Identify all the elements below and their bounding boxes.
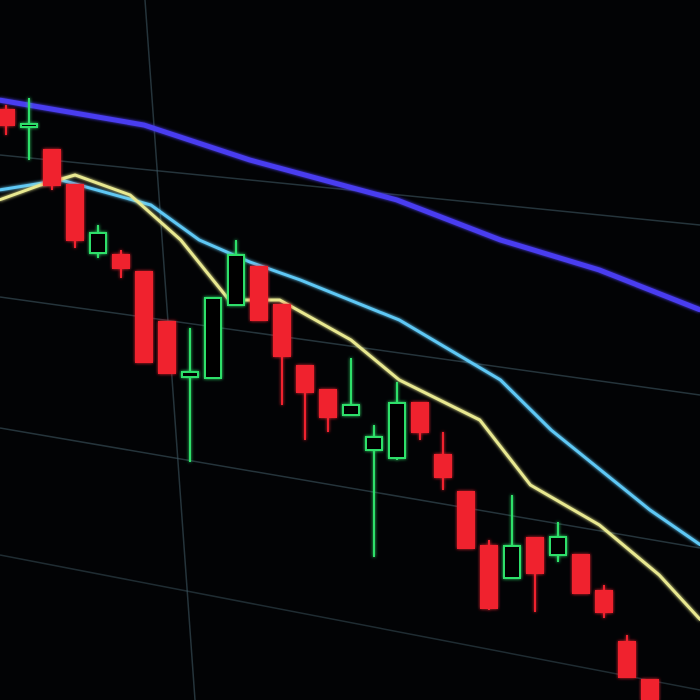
candle-up (388, 382, 406, 460)
candle-body (595, 590, 613, 613)
candle-body (388, 402, 406, 459)
candle-up (204, 297, 222, 379)
candle-down (572, 554, 590, 594)
candle-body (204, 297, 222, 379)
moving-average-line (0, 173, 700, 622)
candle-body (112, 254, 130, 269)
candle-body (365, 436, 383, 451)
candle-up (549, 522, 567, 562)
candle-down (319, 389, 337, 432)
candle-body (618, 641, 636, 678)
candle-down (526, 537, 544, 612)
candle-body (342, 404, 360, 416)
grid-line (0, 427, 700, 549)
candle-body (181, 371, 199, 378)
candle-body (296, 365, 314, 393)
candle-body (89, 232, 107, 254)
candle-body (319, 389, 337, 418)
candle-up (503, 495, 521, 579)
candle-down (618, 635, 636, 678)
candle-up (181, 328, 199, 462)
moving-average-line (0, 97, 700, 313)
grid-line (0, 154, 700, 226)
candle-down (43, 149, 61, 190)
candle-down (411, 402, 429, 440)
candle-body (503, 545, 521, 579)
candle-down (273, 304, 291, 405)
candle-up (365, 425, 383, 557)
candle-down (457, 491, 475, 549)
grid-line (0, 554, 700, 691)
candle-body (158, 321, 176, 374)
candle-body (0, 109, 15, 126)
candle-body (572, 554, 590, 594)
candle-down (112, 250, 130, 278)
candle-up (89, 225, 107, 258)
candle-down (480, 540, 498, 610)
candle-up (20, 98, 38, 160)
candle-down (434, 432, 452, 490)
candle-body (43, 149, 61, 186)
candle-body (641, 679, 659, 700)
candle-down (641, 679, 659, 700)
candle-body (135, 271, 153, 363)
candle-body (480, 545, 498, 609)
candle-body (227, 254, 245, 306)
candle-down (250, 266, 268, 321)
candle-down (595, 585, 613, 618)
candle-body (549, 536, 567, 556)
candle-body (20, 123, 38, 128)
moving-averages (0, 97, 700, 622)
grid-line (0, 296, 700, 396)
candle-up (227, 240, 245, 306)
candle-body (273, 304, 291, 357)
moving-average-line (0, 178, 700, 547)
candle-down (66, 184, 84, 248)
candle-body (434, 454, 452, 478)
candles (0, 98, 659, 700)
candle-body (526, 537, 544, 574)
candle-up (342, 358, 360, 416)
candle-body (457, 491, 475, 549)
candle-down (296, 365, 314, 440)
candle-body (66, 184, 84, 241)
candle-down (0, 105, 15, 135)
candle-body (411, 402, 429, 433)
candle-down (158, 321, 176, 374)
candle-body (250, 266, 268, 321)
candle-down (135, 271, 153, 363)
